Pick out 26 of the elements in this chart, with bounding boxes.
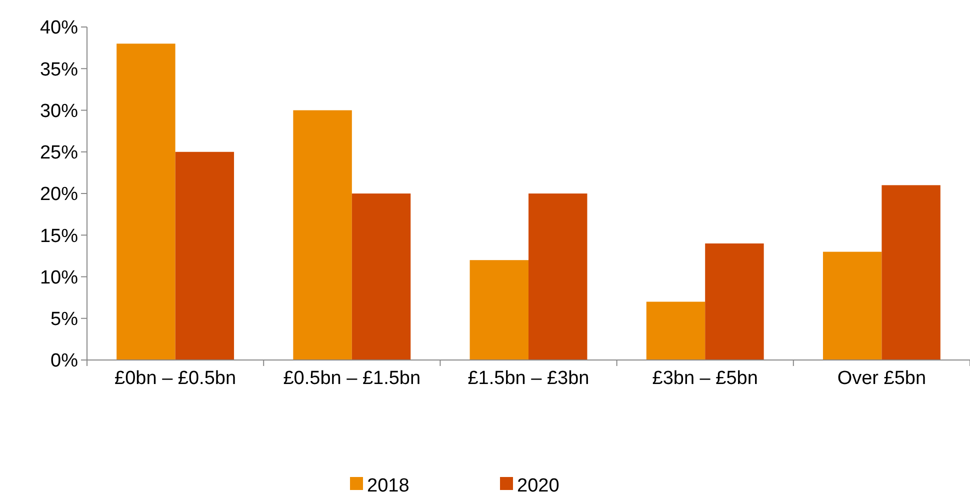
bar bbox=[528, 194, 588, 360]
bar bbox=[882, 185, 940, 360]
y-tick-label: 0% bbox=[50, 350, 78, 372]
y-tick-label: 25% bbox=[40, 142, 78, 164]
y-tick-label: 10% bbox=[40, 267, 78, 288]
y-tick-label: 20% bbox=[40, 184, 78, 206]
legend-label: 2018 bbox=[367, 475, 410, 496]
x-tick-label: £0bn – £0.5bn bbox=[114, 368, 236, 389]
bar bbox=[116, 44, 176, 360]
y-tick-label: 40% bbox=[40, 18, 78, 39]
bar bbox=[175, 152, 234, 360]
y-tick-label: 35% bbox=[40, 59, 78, 80]
bar bbox=[293, 110, 352, 360]
legend-label: 2020 bbox=[517, 475, 560, 496]
bar bbox=[705, 243, 764, 360]
bar bbox=[470, 260, 528, 360]
bar bbox=[822, 252, 882, 360]
x-tick-label: £0.5bn – £1.5bn bbox=[283, 368, 421, 389]
x-tick-label: £1.5bn – £3bn bbox=[468, 368, 590, 389]
y-tick-label: 5% bbox=[50, 309, 78, 330]
y-tick-label: 30% bbox=[40, 100, 78, 122]
x-tick-label: Over £5bn bbox=[837, 368, 926, 389]
x-tick-label: £3bn – £5bn bbox=[652, 368, 758, 389]
bar bbox=[352, 194, 411, 360]
y-tick-label: 15% bbox=[40, 226, 78, 247]
bar bbox=[646, 302, 706, 360]
